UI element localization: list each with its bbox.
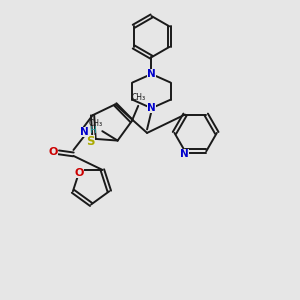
Text: N: N [180, 149, 189, 159]
Text: N: N [147, 103, 156, 113]
Text: O: O [49, 147, 58, 158]
Text: H: H [89, 126, 96, 135]
Text: N: N [147, 69, 156, 79]
Text: S: S [86, 135, 95, 148]
Text: O: O [75, 168, 84, 178]
Text: CH₃: CH₃ [132, 93, 146, 102]
Text: CH₃: CH₃ [89, 119, 103, 128]
Text: N: N [80, 127, 89, 137]
